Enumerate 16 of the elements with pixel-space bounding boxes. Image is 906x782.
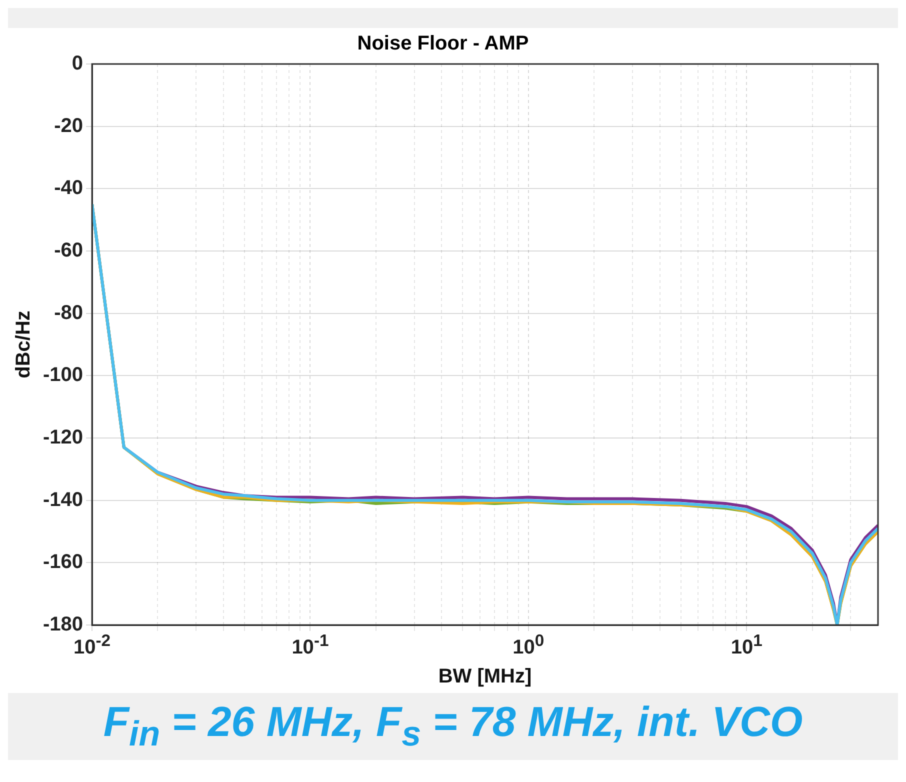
x-axis-title: BW [MHz] xyxy=(438,666,532,688)
x-tick-label: 10$^{1}$ xyxy=(730,631,762,660)
x-tick-label: 10$^{-1}$ xyxy=(292,631,329,660)
y-tick-label: 0 xyxy=(72,52,84,75)
y-tick-label: -20 xyxy=(54,114,84,137)
y-tick-label: -60 xyxy=(54,240,84,262)
chart-title: Noise Floor - AMP xyxy=(357,32,529,55)
y-tick-label: -120 xyxy=(43,426,84,449)
y-axis-title: dBc/Hz xyxy=(12,310,35,378)
x-tick-label: 10$^{0}$ xyxy=(512,631,544,660)
y-tick-label: -40 xyxy=(54,177,84,200)
y-tick-label: -160 xyxy=(43,551,84,574)
text: F$_{in}$ = 26 MHz, F$_{s}$ = 78 MHz, int. VCO xyxy=(102,697,804,756)
y-tick-label: -100 xyxy=(43,364,84,386)
y-tick-label: -80 xyxy=(54,302,84,324)
y-tick-label: -140 xyxy=(43,488,84,511)
